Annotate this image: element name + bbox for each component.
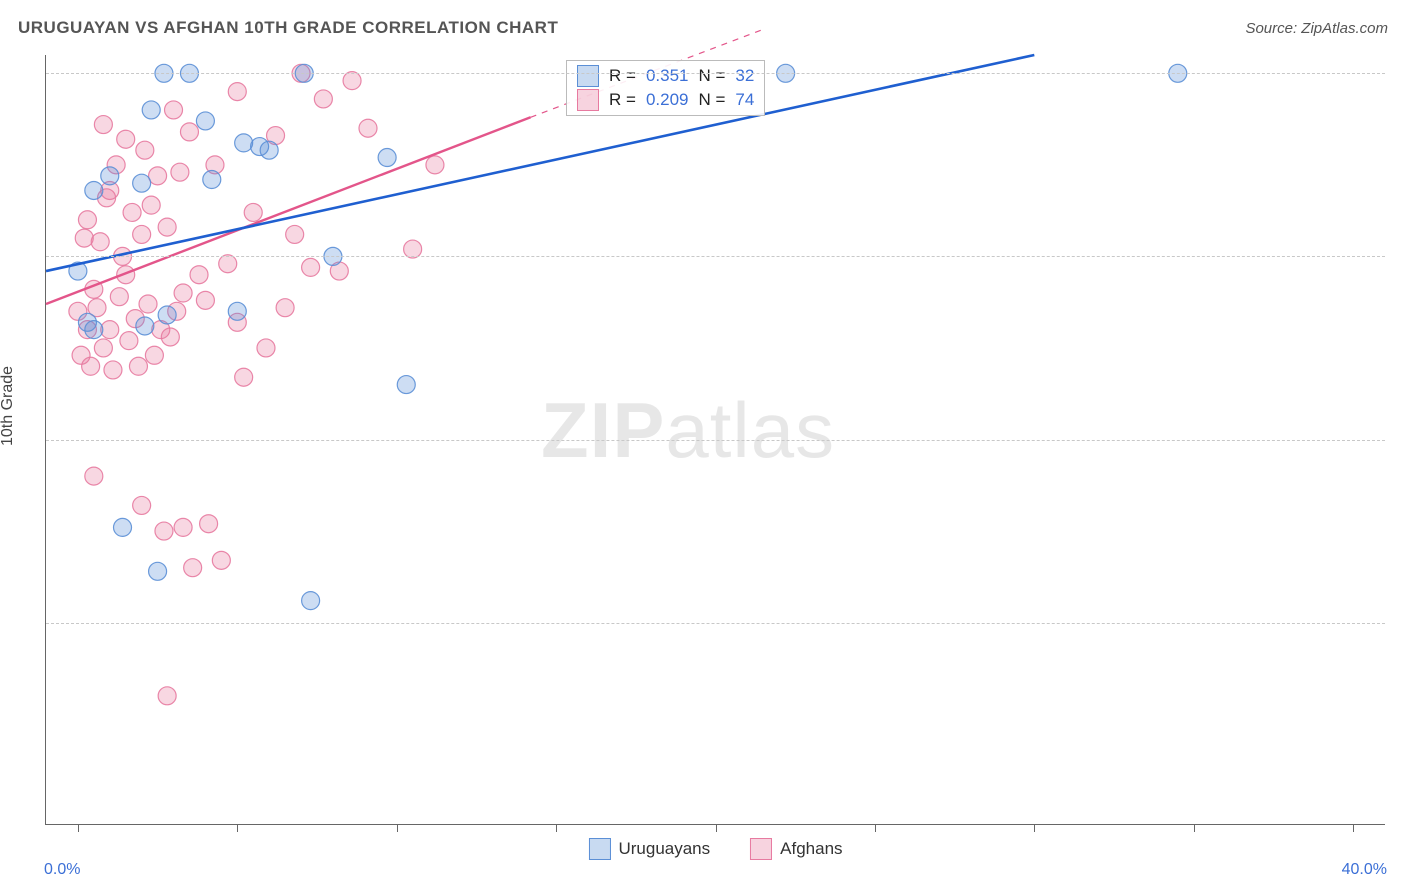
y-axis-label: 10th Grade	[0, 366, 17, 446]
stats-row-uruguayans: R = 0.351 N = 32	[577, 65, 754, 87]
x-tick-label: 40.0%	[1342, 861, 1387, 879]
chart-plot-area: ZIPatlas R = 0.351 N = 32 R = 0.209 N = …	[45, 55, 1385, 825]
stats-legend: R = 0.351 N = 32 R = 0.209 N = 74	[566, 60, 765, 116]
legend-item-afghans: Afghans	[750, 838, 842, 860]
series-legend: Uruguayans Afghans	[588, 838, 842, 860]
source-label: Source: ZipAtlas.com	[1245, 20, 1388, 37]
legend-label: Afghans	[780, 839, 842, 859]
swatch-uruguayans	[588, 838, 610, 860]
x-tick-label: 0.0%	[44, 861, 80, 879]
legend-label: Uruguayans	[618, 839, 710, 859]
chart-title: URUGUAYAN VS AFGHAN 10TH GRADE CORRELATI…	[18, 18, 558, 38]
swatch-afghans	[750, 838, 772, 860]
swatch-afghans	[577, 89, 599, 111]
swatch-uruguayans	[577, 65, 599, 87]
stats-row-afghans: R = 0.209 N = 74	[577, 89, 754, 111]
legend-item-uruguayans: Uruguayans	[588, 838, 710, 860]
